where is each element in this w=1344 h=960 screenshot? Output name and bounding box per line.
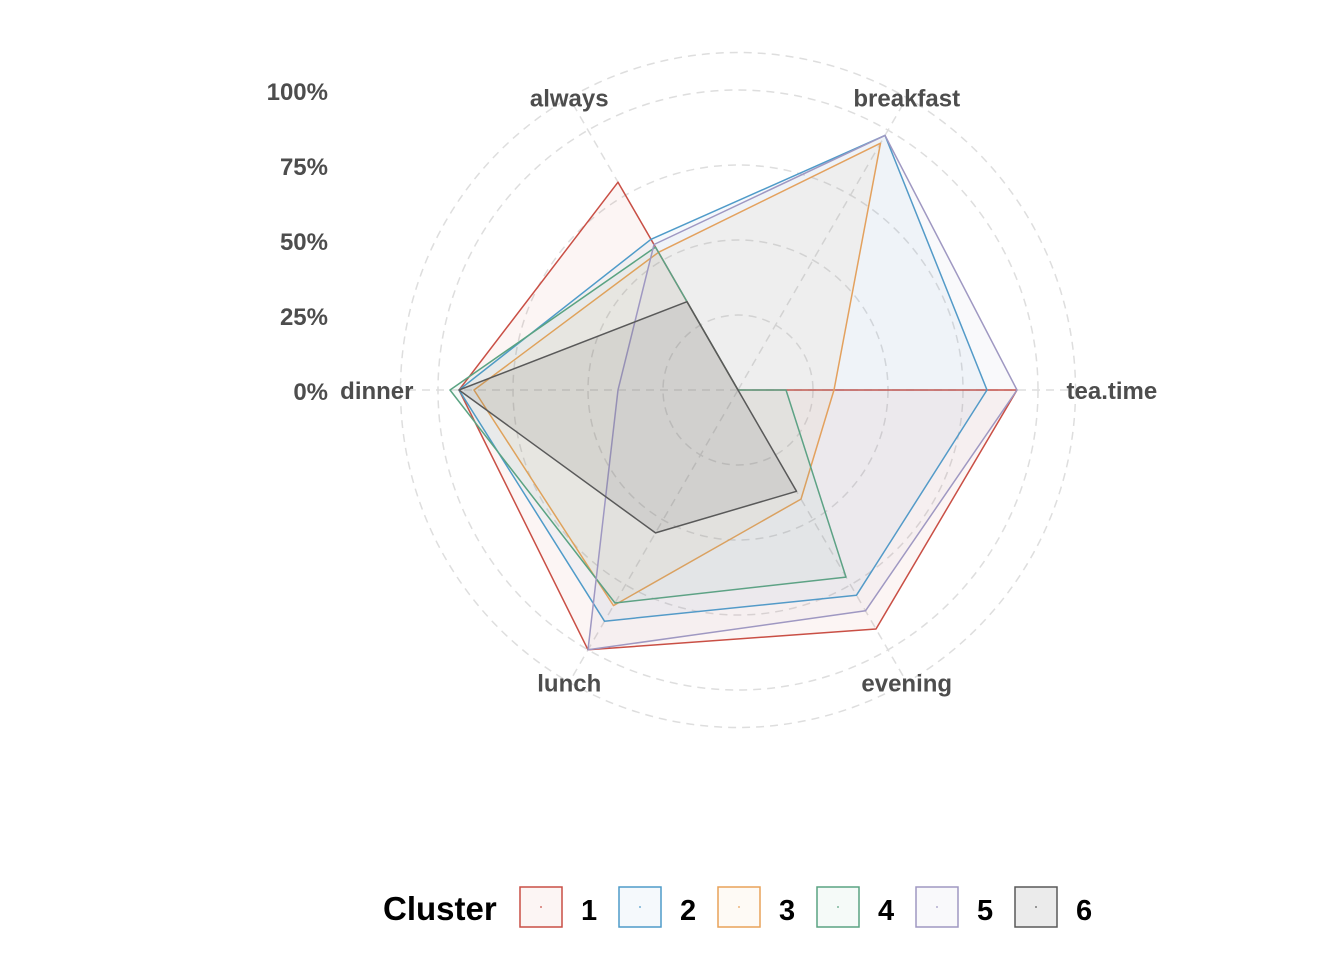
axis-label-lunch: lunch	[537, 670, 601, 697]
tick-label: 25%	[280, 304, 328, 331]
axis-label-always: always	[530, 86, 609, 113]
legend-label-3: 3	[779, 895, 795, 927]
axis-label-evening: evening	[861, 670, 952, 697]
axis-label-dinner: dinner	[340, 378, 413, 405]
legend-key-dot	[738, 906, 740, 908]
legend-key-dot	[639, 906, 641, 908]
legend-label-5: 5	[977, 895, 993, 927]
grid-spoke	[568, 389, 739, 683]
legend-label-6: 6	[1076, 895, 1092, 927]
legend-key-dot	[936, 906, 938, 908]
series-polygon-3	[473, 142, 882, 607]
tick-label: 75%	[280, 154, 328, 181]
tick-label: 0%	[293, 379, 328, 406]
series-polygon-6	[458, 300, 798, 534]
radar-series-group	[449, 134, 1018, 651]
legend-key-dot	[837, 906, 839, 908]
axis-labels: tea.time breakfast always dinner lunch evenin…	[340, 86, 1157, 698]
legend-key-dot	[540, 906, 542, 908]
tick-label: 100%	[267, 79, 328, 106]
axis-label-tea-time: tea.time	[1067, 378, 1158, 405]
legend-title: Cluster	[383, 890, 497, 927]
legend: Cluster 1 2 3 4 5 6	[383, 886, 1092, 928]
tick-label: 50%	[280, 229, 328, 256]
grid-spoke	[737, 97, 908, 391]
legend-label-1: 1	[581, 895, 597, 927]
radial-tick-labels: 0% 25% 50% 75% 100%	[267, 79, 328, 406]
legend-label-2: 2	[680, 895, 696, 927]
legend-label-4: 4	[878, 895, 894, 927]
legend-key-dot	[1035, 906, 1037, 908]
axis-label-breakfast: breakfast	[853, 86, 960, 113]
